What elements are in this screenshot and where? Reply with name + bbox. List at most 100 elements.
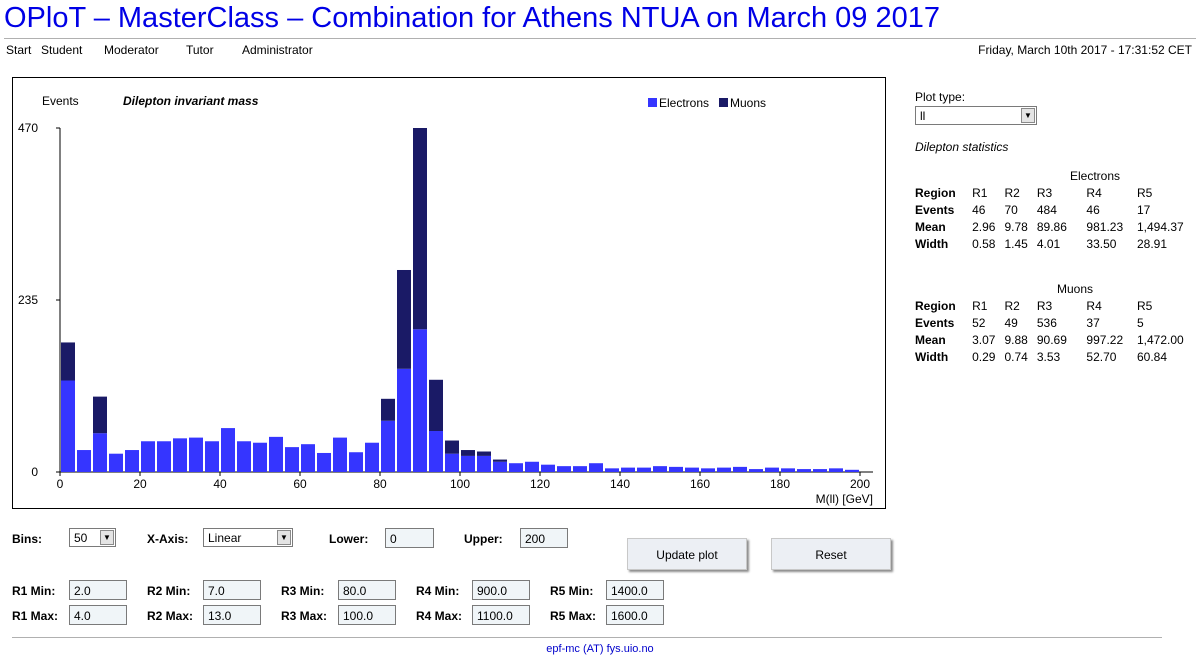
bar-electrons-13 [269, 436, 283, 472]
legend-swatch-muons [719, 98, 728, 107]
chart-labels: 0 20 40 60 80 100 120 140 160 180 200 0 235 470 Events… [18, 94, 873, 506]
bar-electrons-12 [253, 442, 267, 472]
r1-max-label: R1 Max: [12, 609, 59, 623]
electrons-stats-table: Electrons Region R1 R2 R3 R4 R5 Events 4… [915, 167, 1195, 252]
table-cell: 90.69 [1036, 332, 1067, 347]
table-cell: 9.78 [1004, 219, 1028, 234]
xaxis-label: X-Axis: [147, 532, 189, 546]
table-cell: 60.84 [1136, 349, 1167, 364]
r4-max-label: R4 Max: [416, 609, 463, 623]
r4-min-input[interactable] [472, 580, 530, 600]
table-header: Region [915, 185, 956, 200]
r3-max-input[interactable] [338, 605, 396, 625]
dilepton-mass-chart: 0 20 40 60 80 100 120 140 160 180 200 0 235 470 Events… [18, 94, 873, 506]
r4-min-label: R4 Min: [416, 584, 460, 598]
table-row: Region R1 R2 R3 R4 R5 [915, 184, 1195, 201]
footer-divider [12, 637, 1162, 638]
nav-student[interactable]: Student [41, 43, 83, 57]
reset-button[interactable]: Reset [771, 538, 891, 570]
r3-min-input[interactable] [338, 580, 396, 600]
r1-min-label: R1 Min: [12, 584, 56, 598]
r1-min-input[interactable] [69, 580, 127, 600]
bar-electrons-4 [125, 450, 139, 472]
table-header: R3 [1036, 185, 1053, 200]
bins-select[interactable]: 50 ▼ [69, 528, 116, 547]
table-cell: 0.29 [972, 349, 996, 364]
update-plot-button[interactable]: Update plot [627, 538, 747, 570]
footer-contact: epf-mc (AT) fys.uio.no [546, 643, 654, 655]
bar-electrons-14 [285, 447, 299, 472]
bar-electrons-15 [301, 444, 315, 472]
table-row: Region R1 R2 R3 R4 R5 [915, 297, 1195, 314]
nav-administrator[interactable]: Administrator [242, 43, 313, 57]
bar-electrons-19 [365, 442, 379, 472]
table-cell: Width [915, 349, 949, 364]
table-cell: 28.91 [1136, 236, 1167, 251]
r5-max-label: R5 Max: [550, 609, 597, 623]
bar-electrons-20 [381, 420, 395, 472]
bar-muons-22 [413, 128, 427, 330]
upper-input[interactable] [520, 528, 568, 548]
table-cell: 46 [972, 202, 986, 217]
r1-max-input[interactable] [69, 605, 127, 625]
table-cell: 52 [972, 315, 986, 330]
nav-start[interactable]: Start [6, 43, 32, 57]
table-row: Width 0.58 1.45 4.01 33.50 28.91 [915, 235, 1195, 252]
table-cell: 3.53 [1036, 349, 1061, 364]
bar-electrons-34 [605, 468, 619, 472]
r2-min-label: R2 Min: [147, 584, 191, 598]
bar-electrons-48 [829, 468, 843, 472]
bar-muons-0 [61, 342, 75, 381]
chart-axes [56, 127, 873, 476]
header-divider [4, 38, 1196, 39]
electrons-caption: Electrons [1069, 168, 1121, 183]
bar-electrons-9 [205, 441, 219, 472]
r5-min-input[interactable] [606, 580, 664, 600]
nav-tutor[interactable]: Tutor [186, 43, 214, 57]
table-cell: Events [915, 202, 955, 217]
xaxis-select[interactable]: Linear ▼ [203, 528, 293, 547]
r4-max-input[interactable] [472, 605, 530, 625]
bar-electrons-1 [77, 450, 91, 472]
x-tick-label: 100 [450, 477, 470, 491]
table-header: R1 [972, 298, 988, 313]
chevron-down-icon[interactable]: ▼ [100, 530, 114, 545]
table-cell: 536 [1036, 315, 1057, 330]
r2-min-input[interactable] [203, 580, 261, 600]
table-row: Mean 2.96 9.78 89.86 981.23 1,494.37 [915, 218, 1195, 235]
table-cell: Events [915, 315, 955, 330]
bar-muons-23 [429, 379, 443, 432]
plot-type-select[interactable]: ll ▼ [915, 106, 1037, 125]
x-tick-label: 20 [133, 477, 147, 491]
table-cell: 70 [1004, 202, 1018, 217]
x-axis-label: M(ll) [GeV] [816, 492, 873, 506]
chart-title: Dilepton invariant mass [123, 94, 259, 108]
legend-label-electrons: Electrons [659, 96, 709, 110]
table-cell: 1,494.37 [1136, 219, 1184, 234]
bar-electrons-21 [397, 368, 411, 472]
table-header: R3 [1036, 298, 1053, 313]
table-header: Region [915, 298, 956, 313]
plot-type-value: ll [920, 109, 926, 123]
nav-moderator[interactable]: Moderator [104, 43, 159, 57]
chevron-down-icon[interactable]: ▼ [277, 530, 291, 545]
table-header: R2 [1004, 185, 1020, 200]
r2-max-label: R2 Max: [147, 609, 194, 623]
r5-max-input[interactable] [606, 605, 664, 625]
bar-electrons-23 [429, 431, 443, 472]
lower-input[interactable] [385, 528, 434, 548]
table-cell: 484 [1036, 202, 1057, 217]
upper-label: Upper: [464, 532, 503, 546]
bar-electrons-10 [221, 428, 235, 472]
r3-max-label: R3 Max: [281, 609, 328, 623]
r2-max-input[interactable] [203, 605, 261, 625]
chevron-down-icon[interactable]: ▼ [1021, 108, 1035, 123]
x-tick-label: 60 [293, 477, 307, 491]
bar-muons-24 [445, 440, 459, 454]
table-cell: 0.74 [1004, 349, 1028, 364]
table-cell: 17 [1136, 202, 1151, 217]
bar-muons-2 [93, 396, 107, 434]
table-cell: 4.01 [1036, 236, 1061, 251]
bar-electrons-3 [109, 453, 123, 472]
bar-muons-27 [493, 459, 507, 462]
